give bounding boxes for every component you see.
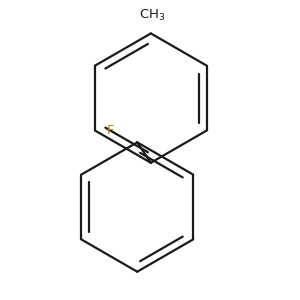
Text: F: F	[107, 124, 114, 137]
Text: CH$_3$: CH$_3$	[139, 8, 166, 23]
